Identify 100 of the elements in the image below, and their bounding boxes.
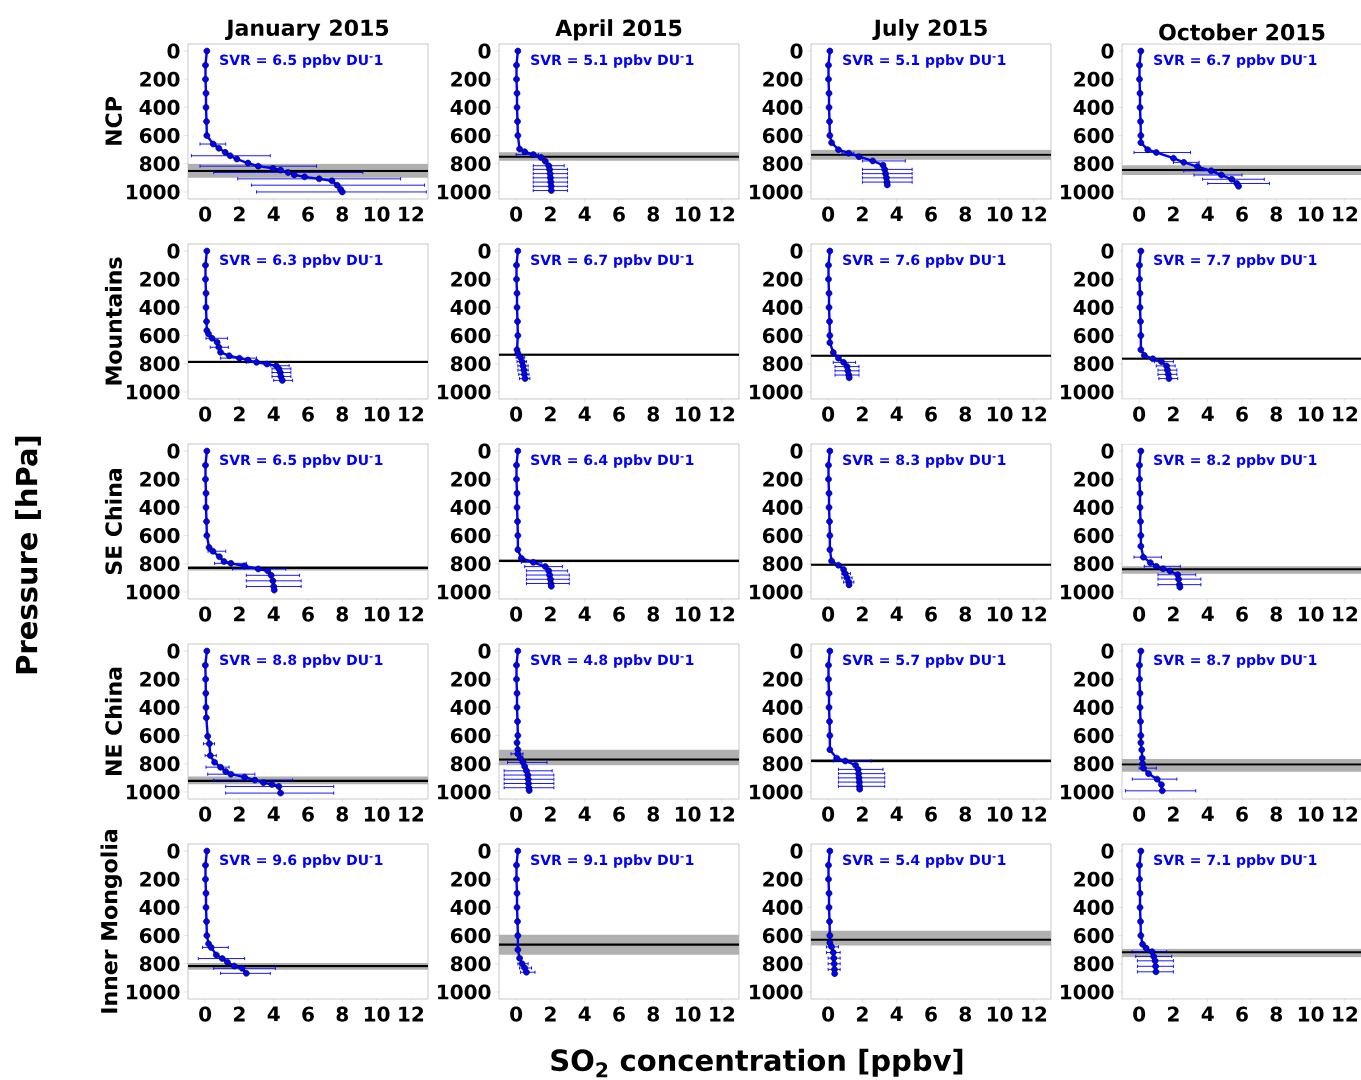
x-tick-label: 4 <box>890 606 903 622</box>
y-tick-label: 1000 <box>127 584 180 600</box>
y-tick-label: 400 <box>762 299 803 315</box>
annotation: SVR = 8.3 ppbv DU$^{-}$1 <box>843 454 1006 468</box>
y-tick-label: 200 <box>140 71 180 87</box>
y-tick-label: 800 <box>762 756 803 772</box>
y-tick-label: 400 <box>450 699 491 715</box>
x-tick-label: 12 <box>710 606 735 622</box>
y-tick-label: 600 <box>1073 128 1114 144</box>
x-tick-label: 0 <box>822 406 835 422</box>
x-tick-label: 10 <box>675 806 701 822</box>
x-tick-label: 6 <box>613 1006 625 1022</box>
y-tick-label: 800 <box>1073 556 1114 572</box>
x-tick-label: 10 <box>364 1006 390 1022</box>
x-tick-label: 12 <box>1333 806 1358 822</box>
text: SO$_{2}$ concentration [ppbv] <box>551 1048 963 1078</box>
y-tick-label: 0 <box>478 43 491 59</box>
x-tick-label: 2 <box>1168 1006 1179 1022</box>
x-tick-label: 2 <box>545 206 556 222</box>
x-tick-label: 0 <box>1133 1006 1146 1022</box>
y-tick-label: 600 <box>1073 328 1114 344</box>
x-tick-label: 6 <box>613 206 625 222</box>
y-tick-label: 400 <box>762 99 803 115</box>
x-tick-label: 12 <box>399 206 424 222</box>
annotation: SVR = 9.1 ppbv DU$^{-}$1 <box>531 854 694 868</box>
y-tick-label: 0 <box>167 43 180 59</box>
chart-title: January 2015 <box>225 19 389 41</box>
y-tick-label: 200 <box>451 71 491 87</box>
x-tick-label: 2 <box>234 806 245 822</box>
x-tick-label: 4 <box>578 806 591 822</box>
y-tick-label: 1000 <box>1061 184 1114 200</box>
x-tick-label: 6 <box>1236 806 1248 822</box>
x-tick-label: 2 <box>234 206 245 222</box>
x-tick-label: 4 <box>890 406 903 422</box>
y-tick-label: 400 <box>139 299 180 315</box>
y-tick-label: 0 <box>790 243 803 259</box>
y-tick-label: 0 <box>478 643 491 659</box>
x-tick-label: 8 <box>959 406 972 422</box>
x-tick-label: 4 <box>890 206 903 222</box>
y-tick-label: 800 <box>139 956 180 972</box>
annotation: SVR = 5.7 ppbv DU$^{-}$1 <box>843 654 1006 668</box>
y-tick-label: 200 <box>763 671 803 687</box>
y-tick-label: 200 <box>140 271 180 287</box>
y-axis-title: NCP <box>105 97 122 145</box>
y-tick-label: 200 <box>1074 671 1114 687</box>
y-tick-label: 200 <box>451 271 491 287</box>
y-tick-label: 800 <box>139 556 180 572</box>
x-tick-label: 8 <box>336 406 348 422</box>
x-tick-label: 4 <box>578 406 591 422</box>
x-tick-label: 8 <box>647 406 659 422</box>
annotation: SVR = 6.5 ppbv DU$^{-}$1 <box>220 454 383 468</box>
y-tick-label: 600 <box>450 728 491 744</box>
x-tick-label: 2 <box>857 606 868 622</box>
x-tick-label: 4 <box>578 206 591 222</box>
y-tick-label: 800 <box>450 956 491 972</box>
x-tick-label: 8 <box>1270 806 1283 822</box>
y-tick-label: 0 <box>478 843 491 859</box>
x-tick-label: 4 <box>267 1006 280 1022</box>
x-tick-label: 6 <box>302 606 314 622</box>
annotation: SVR = 7.6 ppbv DU$^{-}$1 <box>843 254 1006 268</box>
y-tick-label: 1000 <box>438 384 491 400</box>
x-tick-label: 8 <box>959 606 972 622</box>
x-tick-label: 6 <box>925 206 937 222</box>
y-tick-label: 400 <box>139 99 180 115</box>
y-tick-label: 0 <box>1101 43 1114 59</box>
x-tick-label: 2 <box>857 806 868 822</box>
y-tick-label: 1000 <box>438 984 491 1000</box>
x-tick-label: 8 <box>647 206 659 222</box>
y-tick-label: 200 <box>1074 271 1114 287</box>
x-tick-label: 0 <box>822 606 835 622</box>
x-tick-label: 10 <box>987 206 1013 222</box>
y-tick-label: 400 <box>1073 299 1114 315</box>
y-tick-label: 1000 <box>127 784 180 800</box>
annotation: SVR = 5.1 ppbv DU$^{-}$1 <box>531 54 694 68</box>
y-tick-label: 1000 <box>438 584 491 600</box>
chart-title: October 2015 <box>1159 23 1325 41</box>
y-tick-label: 400 <box>139 899 180 915</box>
chart-title: April 2015 <box>555 19 682 41</box>
x-tick-label: 8 <box>1270 206 1283 222</box>
y-axis-title: NE China <box>104 667 122 775</box>
x-tick-label: 10 <box>364 406 390 422</box>
y-tick-label: 200 <box>763 471 803 487</box>
x-tick-label: 8 <box>336 806 348 822</box>
y-tick-label: 400 <box>762 899 803 915</box>
y-tick-label: 0 <box>1101 243 1114 259</box>
x-tick-label: 10 <box>675 206 701 222</box>
x-tick-label: 0 <box>199 806 212 822</box>
y-tick-label: 800 <box>450 756 491 772</box>
x-tick-label: 0 <box>199 406 212 422</box>
x-tick-label: 4 <box>267 806 280 822</box>
x-tick-label: 0 <box>1133 606 1146 622</box>
x-tick-label: 8 <box>336 206 348 222</box>
y-tick-label: 800 <box>450 156 491 172</box>
y-tick-label: 600 <box>450 128 491 144</box>
annotation: SVR = 6.3 ppbv DU$^{-}$1 <box>220 254 383 268</box>
x-tick-label: 2 <box>857 1006 868 1022</box>
y-axis-title: SE China <box>104 469 122 575</box>
x-tick-label: 10 <box>1298 406 1324 422</box>
y-tick-label: 0 <box>478 243 491 259</box>
y-tick-label: 200 <box>451 871 491 887</box>
